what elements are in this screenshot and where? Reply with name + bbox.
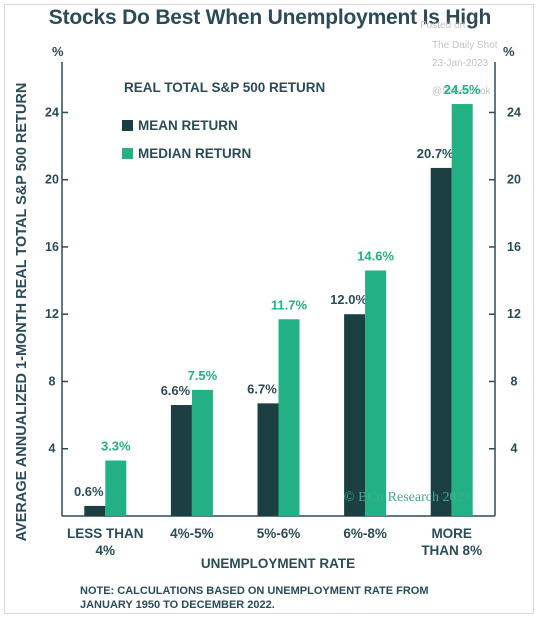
- data-label-mean: 6.6%: [161, 383, 191, 398]
- y-tick-label-right: 20: [507, 173, 521, 187]
- bar-median: [278, 319, 300, 516]
- bar-median: [365, 270, 387, 516]
- watermark-line-3: 23-Jan-2023: [432, 58, 489, 69]
- bar-mean: [257, 403, 279, 516]
- credit-text: © BCα Research 2023: [344, 490, 471, 505]
- legend-item-mean: MEAN RETURN: [122, 118, 238, 133]
- x-tick-label: 6%-8%: [343, 526, 387, 541]
- data-label-median: 3.3%: [101, 439, 131, 454]
- bar-mean: [430, 167, 452, 516]
- y-tick-label-left: 12: [45, 307, 59, 321]
- y-unit-left: %: [52, 44, 64, 59]
- y-tick-label-left: 4: [49, 442, 56, 456]
- data-label-median: 24.5%: [444, 82, 481, 97]
- bar-median: [191, 389, 213, 516]
- x-tick-label: 4%-5%: [170, 526, 214, 541]
- legend-label-median: MEDIAN RETURN: [138, 146, 252, 161]
- data-label-median: 11.7%: [271, 297, 308, 312]
- data-label-mean: 20.7%: [417, 146, 454, 161]
- data-label-median: 14.6%: [357, 249, 394, 264]
- legend-label-mean: MEAN RETURN: [138, 118, 238, 133]
- y-tick-label-right: 4: [511, 442, 518, 456]
- bar-mean: [170, 405, 192, 516]
- x-tick-label: 4%: [96, 543, 116, 558]
- watermark-line-4: @SoberLook: [432, 86, 491, 97]
- bar-mean: [84, 505, 106, 516]
- y-tick-label-right: 8: [511, 374, 518, 388]
- x-tick-label: THAN 8%: [421, 543, 482, 558]
- bar-median: [451, 104, 473, 516]
- chart-title: Stocks Do Best When Unemployment Is High: [48, 6, 492, 29]
- footnote: NOTE: CALCULATIONS BASED ON UNEMPLOYMENT…: [80, 585, 429, 611]
- data-label-median: 7.5%: [188, 368, 218, 383]
- x-axis-label: UNEMPLOYMENT RATE: [200, 556, 356, 571]
- data-label-mean: 12.0%: [330, 292, 367, 307]
- legend-swatch-mean: [122, 120, 133, 131]
- y-tick-label-left: 8: [49, 374, 56, 388]
- data-label-mean: 6.7%: [247, 381, 277, 396]
- chart-frame: [4, 4, 534, 614]
- watermark-line-2: The Daily Shot: [432, 40, 498, 51]
- x-tick-label: MORE: [431, 526, 472, 541]
- y-tick-label-left: 20: [45, 173, 59, 187]
- y-tick-label-right: 24: [507, 105, 521, 119]
- x-tick-label: LESS THAN: [67, 526, 144, 541]
- y-tick-label-right: 16: [507, 240, 521, 254]
- y-tick-label-left: 24: [45, 105, 59, 119]
- watermark-line-1: Posted on: [420, 20, 466, 31]
- x-tick-label: 5%-6%: [257, 526, 301, 541]
- legend-title: REAL TOTAL S&P 500 RETURN: [124, 80, 326, 95]
- legend-swatch-median: [122, 148, 133, 159]
- bar-median: [105, 460, 127, 516]
- legend-item-median: MEDIAN RETURN: [122, 146, 251, 161]
- y-unit-right: %: [503, 44, 515, 59]
- data-label-mean: 0.6%: [74, 484, 104, 499]
- y-tick-label-left: 16: [45, 240, 59, 254]
- y-tick-label-right: 12: [507, 307, 521, 321]
- bar-mean: [344, 314, 366, 516]
